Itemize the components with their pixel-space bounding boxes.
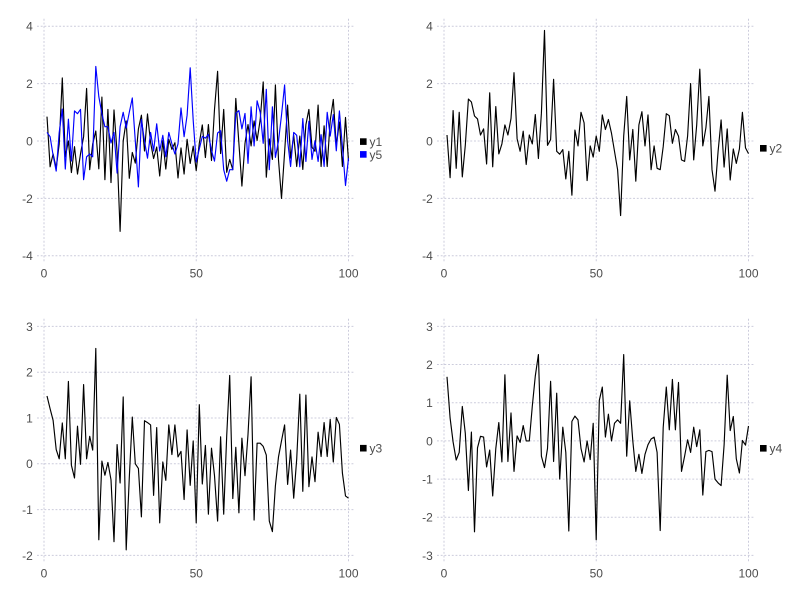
svg-text:0: 0 bbox=[426, 134, 433, 148]
svg-text:3: 3 bbox=[426, 320, 433, 334]
svg-text:100: 100 bbox=[738, 266, 758, 280]
svg-text:y4: y4 bbox=[770, 442, 783, 456]
svg-text:-4: -4 bbox=[422, 249, 433, 263]
svg-text:100: 100 bbox=[338, 566, 358, 580]
svg-text:-2: -2 bbox=[422, 511, 433, 525]
svg-text:-1: -1 bbox=[22, 503, 33, 517]
svg-text:1: 1 bbox=[26, 411, 33, 425]
svg-text:50: 50 bbox=[590, 266, 604, 280]
svg-text:50: 50 bbox=[190, 266, 204, 280]
svg-text:-2: -2 bbox=[22, 192, 33, 206]
svg-text:0: 0 bbox=[41, 566, 48, 580]
svg-text:0: 0 bbox=[41, 266, 48, 280]
svg-text:0: 0 bbox=[426, 434, 433, 448]
svg-text:0: 0 bbox=[441, 266, 448, 280]
svg-text:50: 50 bbox=[590, 566, 604, 580]
svg-text:4: 4 bbox=[426, 20, 433, 34]
svg-text:50: 50 bbox=[190, 566, 204, 580]
svg-text:3: 3 bbox=[26, 320, 33, 334]
svg-text:0: 0 bbox=[26, 134, 33, 148]
svg-text:2: 2 bbox=[426, 77, 433, 91]
svg-text:y3: y3 bbox=[370, 442, 383, 456]
svg-text:2: 2 bbox=[426, 358, 433, 372]
svg-text:y1: y1 bbox=[370, 135, 383, 149]
svg-text:-3: -3 bbox=[422, 549, 433, 563]
svg-text:2: 2 bbox=[26, 366, 33, 380]
svg-text:-1: -1 bbox=[422, 472, 433, 486]
svg-text:-2: -2 bbox=[422, 192, 433, 206]
svg-text:2: 2 bbox=[26, 77, 33, 91]
svg-text:4: 4 bbox=[26, 20, 33, 34]
svg-text:y2: y2 bbox=[770, 142, 783, 156]
svg-text:100: 100 bbox=[338, 266, 358, 280]
svg-text:-2: -2 bbox=[22, 549, 33, 563]
svg-text:-4: -4 bbox=[22, 249, 33, 263]
svg-text:0: 0 bbox=[441, 566, 448, 580]
svg-text:100: 100 bbox=[738, 566, 758, 580]
svg-text:0: 0 bbox=[26, 457, 33, 471]
svg-text:1: 1 bbox=[426, 396, 433, 410]
svg-text:y5: y5 bbox=[370, 148, 383, 162]
